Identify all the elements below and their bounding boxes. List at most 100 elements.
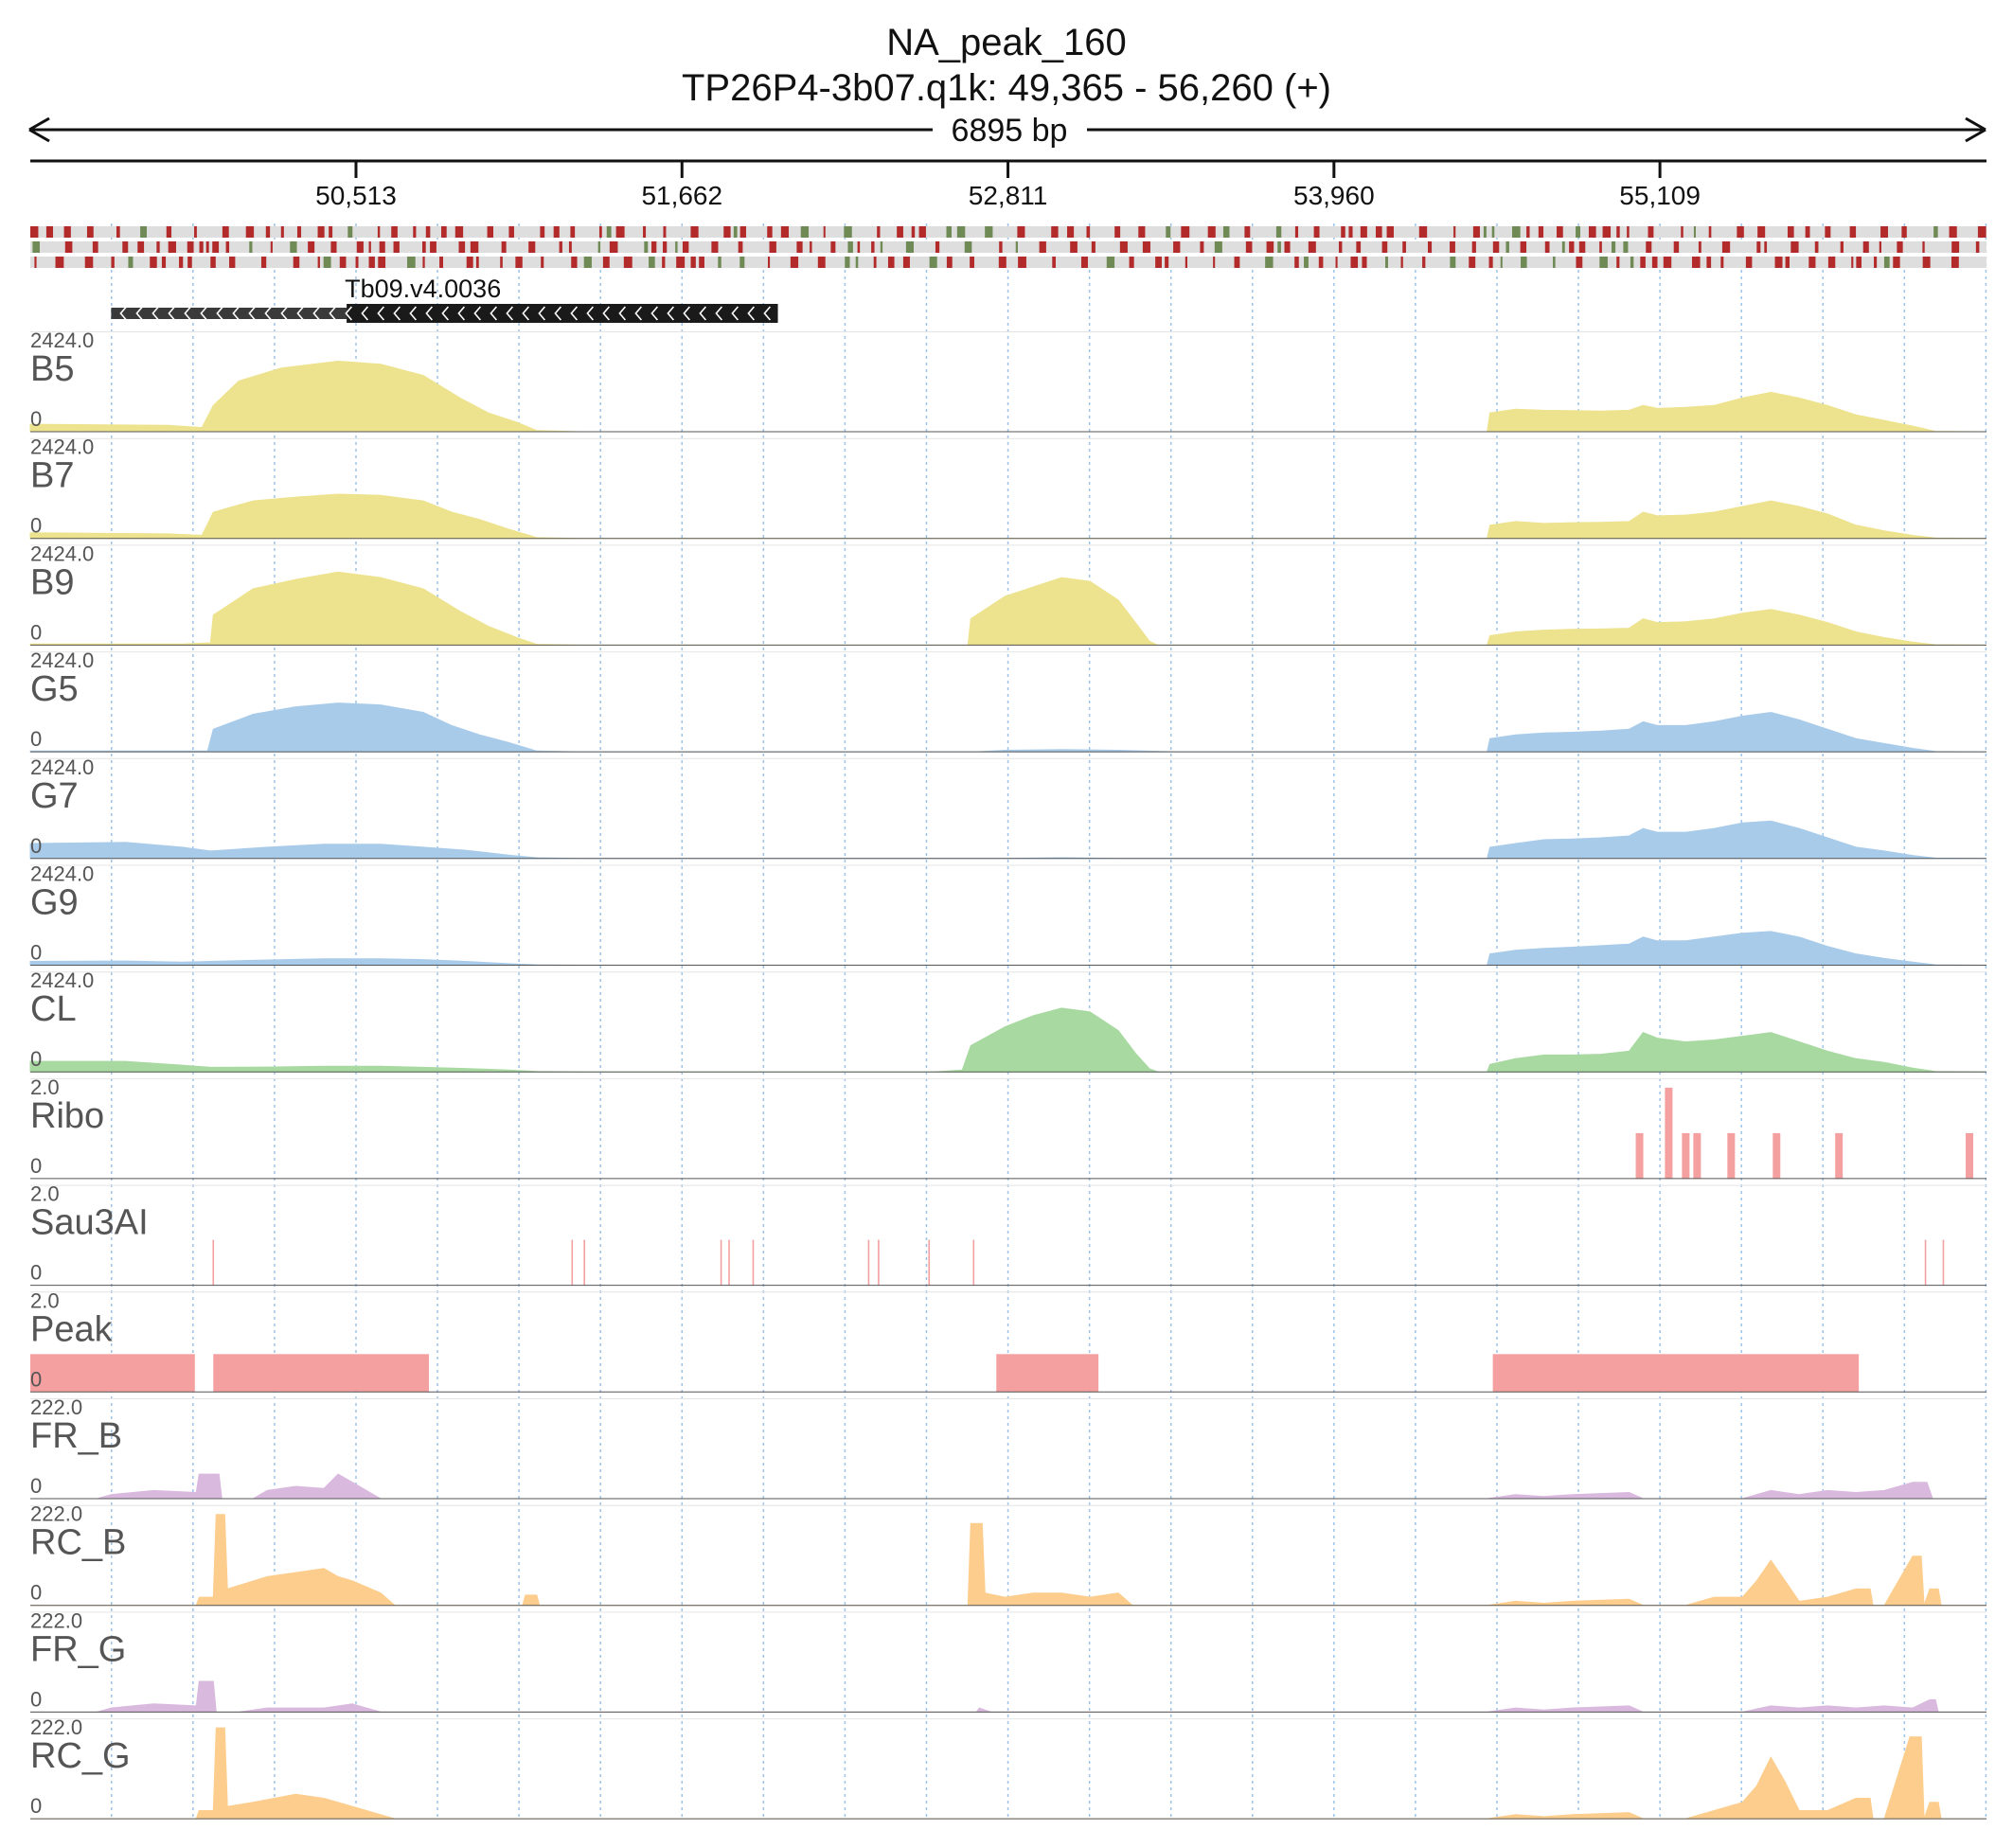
variant-mark	[222, 226, 229, 238]
variant-mark	[644, 241, 649, 253]
strand-arrow-icon	[490, 306, 498, 321]
variant-mark	[1166, 226, 1171, 238]
track-min-label: 0	[30, 1474, 42, 1498]
variant-mark	[699, 257, 704, 268]
track-g5: 2424.0G5 0	[29, 649, 1987, 753]
variant-mark	[985, 226, 993, 238]
track-name: B7	[30, 456, 74, 496]
x-tick-label: 53,960	[1293, 181, 1375, 210]
variant-mark	[229, 257, 236, 268]
variant-mark	[897, 226, 903, 238]
variant-mark	[116, 226, 120, 238]
variant-mark	[1520, 241, 1527, 253]
variant-mark	[205, 241, 209, 253]
variant-mark	[1949, 226, 1957, 238]
track-name: Peak	[30, 1309, 114, 1349]
signal-bar	[1773, 1132, 1781, 1179]
variant-mark	[1561, 241, 1565, 253]
variant-mark	[1663, 257, 1672, 268]
variant-mark	[767, 226, 773, 238]
x-tick-label: 55,109	[1619, 181, 1701, 210]
variant-mark	[1856, 257, 1862, 268]
chart-title: NA_peak_160	[886, 22, 1127, 63]
variant-mark	[1091, 241, 1096, 253]
signal-area	[30, 1680, 1986, 1713]
variant-mark	[1472, 226, 1480, 238]
variant-mark	[570, 226, 576, 238]
variant-mark	[1588, 226, 1596, 238]
signal-tracks: 2424.0B502424.0B702424.0B902424.0G502424…	[29, 329, 1987, 1820]
variant-mark	[800, 226, 810, 238]
variant-mark	[1874, 257, 1878, 268]
signal-bar	[1966, 1132, 1974, 1179]
variant-mark	[1630, 257, 1634, 268]
strand-arrow-icon	[168, 306, 176, 321]
variant-mark	[122, 241, 129, 253]
variant-mark	[571, 257, 578, 268]
track-fr-g: 222.0FR_G 0	[30, 1608, 1986, 1713]
variant-mark	[1400, 257, 1403, 268]
variant-mark	[602, 257, 610, 268]
variant-mark	[553, 226, 560, 238]
variant-mark	[739, 257, 745, 268]
variant-mark	[330, 241, 337, 253]
variant-mark	[1692, 257, 1701, 268]
variant-mark	[583, 257, 592, 268]
signal-bar	[1665, 1087, 1673, 1179]
track-name: Ribo	[30, 1096, 104, 1136]
variant-mark	[1483, 226, 1487, 238]
track-min-label: 0	[30, 407, 42, 431]
variant-mark	[212, 241, 220, 253]
variant-mark	[1491, 226, 1495, 238]
variant-mark	[356, 241, 364, 253]
track-min-label: 0	[30, 620, 42, 644]
strand-arrow-icon	[747, 306, 756, 321]
variant-mark	[1422, 257, 1426, 268]
variant-mark	[1922, 257, 1931, 268]
variant-mark	[317, 226, 325, 238]
variant-mark	[1883, 257, 1890, 268]
track-max-label: 2424.0	[30, 435, 94, 459]
variant-mark	[1348, 226, 1353, 238]
variant-mark	[946, 226, 952, 238]
variant-mark	[168, 241, 176, 253]
strand-arrow-icon	[602, 306, 611, 321]
strand-arrow-icon	[554, 306, 562, 321]
gene-track: Tb09.v4.0036	[111, 275, 778, 323]
strand-arrow-icon	[634, 306, 643, 321]
track-name: CL	[30, 989, 77, 1029]
track-max-label: 2424.0	[30, 542, 94, 565]
peak-block	[30, 1354, 195, 1393]
variant-mark	[293, 257, 300, 268]
track-max-label: 2424.0	[30, 649, 94, 672]
track-min-label: 0	[30, 1581, 42, 1605]
variant-mark	[508, 226, 514, 238]
variant-mark	[528, 241, 536, 253]
variant-mark	[84, 257, 94, 268]
variant-mark	[128, 257, 134, 268]
variant-mark	[1356, 241, 1362, 253]
strand-arrow-icon	[425, 306, 434, 321]
variant-mark	[1897, 241, 1903, 253]
variant-mark	[440, 226, 447, 238]
strand-arrow-icon	[538, 306, 546, 321]
variant-mark	[1646, 241, 1652, 253]
variant-mark	[1922, 241, 1925, 253]
variant-mark	[733, 226, 738, 238]
signal-area	[29, 571, 1987, 646]
track-name: FR_B	[30, 1416, 122, 1456]
variant-mark	[767, 257, 771, 268]
variant-mark	[1234, 257, 1240, 268]
variant-mark	[1787, 226, 1794, 238]
span-arrow-right-icon	[1965, 116, 1986, 143]
variant-mark	[1840, 241, 1844, 253]
variant-mark	[475, 257, 479, 268]
variant-mark	[651, 241, 657, 253]
variant-mark	[413, 226, 417, 238]
variant-mark	[643, 226, 647, 238]
variant-mark	[1693, 226, 1696, 238]
variant-mark	[1318, 257, 1324, 268]
